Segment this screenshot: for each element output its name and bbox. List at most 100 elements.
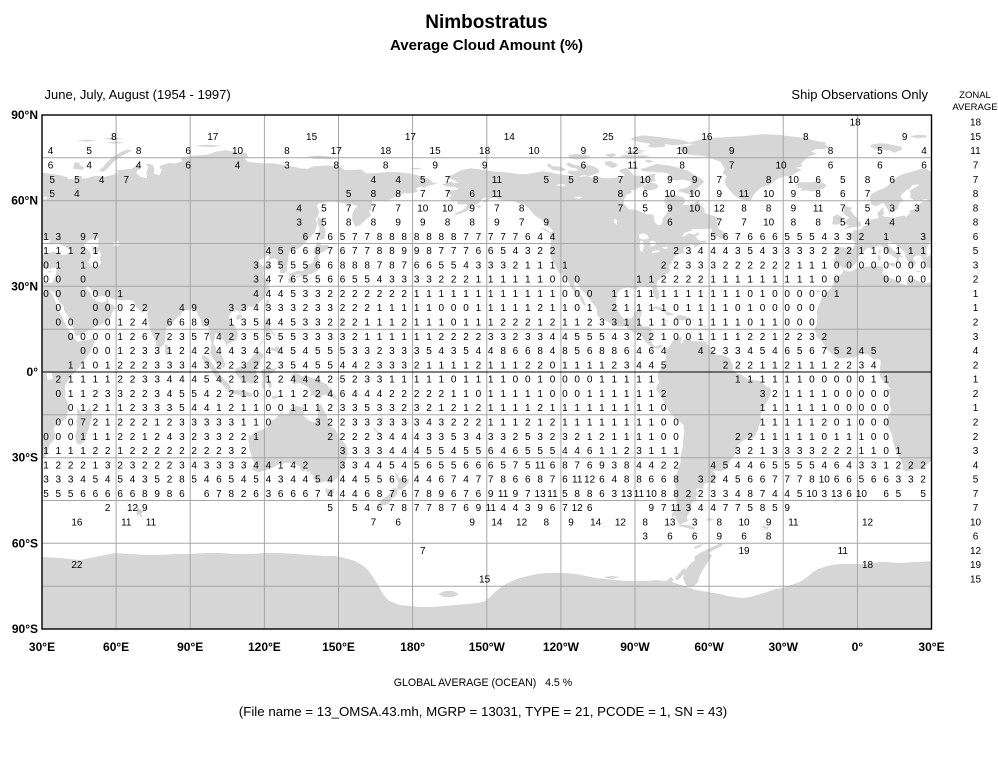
svg-text:12: 12 — [572, 503, 584, 514]
svg-text:1: 1 — [661, 446, 667, 457]
svg-text:2: 2 — [574, 432, 580, 443]
svg-text:1: 1 — [105, 418, 111, 429]
svg-text:8: 8 — [760, 503, 766, 514]
svg-text:1: 1 — [401, 332, 407, 343]
svg-text:4: 4 — [612, 475, 618, 486]
svg-text:1: 1 — [439, 289, 445, 300]
svg-text:5: 5 — [414, 460, 420, 471]
svg-text:9: 9 — [791, 189, 797, 200]
svg-text:1: 1 — [117, 289, 123, 300]
svg-text:1: 1 — [747, 375, 753, 386]
svg-text:1: 1 — [760, 403, 766, 414]
svg-text:5: 5 — [377, 475, 383, 486]
svg-text:1: 1 — [710, 332, 716, 343]
svg-text:6: 6 — [562, 475, 568, 486]
svg-text:3: 3 — [315, 289, 321, 300]
svg-text:1: 1 — [797, 375, 803, 386]
svg-text:0: 0 — [747, 289, 753, 300]
svg-text:8: 8 — [679, 161, 685, 172]
svg-text:150°E: 150°E — [322, 640, 355, 654]
svg-text:AVERAGE: AVERAGE — [952, 102, 997, 113]
svg-text:0: 0 — [809, 318, 815, 329]
svg-text:0: 0 — [784, 318, 790, 329]
svg-text:2: 2 — [797, 332, 803, 343]
svg-text:8: 8 — [346, 218, 352, 229]
svg-text:11: 11 — [813, 203, 824, 214]
svg-text:2: 2 — [476, 360, 482, 371]
svg-text:June, July, August (1954 - 199: June, July, August (1954 - 1997) — [45, 87, 231, 102]
svg-text:1: 1 — [973, 303, 979, 314]
svg-text:1: 1 — [105, 403, 111, 414]
svg-text:4: 4 — [723, 475, 729, 486]
svg-text:11: 11 — [498, 489, 509, 500]
svg-text:2: 2 — [340, 318, 346, 329]
svg-text:2: 2 — [401, 289, 407, 300]
svg-text:4: 4 — [710, 246, 716, 257]
svg-text:3: 3 — [266, 260, 272, 271]
svg-text:4: 4 — [204, 475, 210, 486]
svg-text:7: 7 — [352, 246, 358, 257]
svg-text:6: 6 — [747, 475, 753, 486]
svg-text:1: 1 — [463, 318, 469, 329]
svg-text:3: 3 — [537, 432, 543, 443]
svg-text:0: 0 — [920, 275, 926, 286]
svg-text:6: 6 — [599, 489, 605, 500]
svg-text:8: 8 — [717, 517, 723, 528]
svg-text:4: 4 — [327, 489, 333, 500]
svg-text:3: 3 — [142, 403, 148, 414]
svg-text:4: 4 — [636, 460, 642, 471]
svg-text:4: 4 — [698, 503, 704, 514]
svg-text:11: 11 — [628, 161, 639, 172]
svg-text:8: 8 — [389, 232, 395, 243]
svg-text:9: 9 — [717, 189, 723, 200]
svg-text:1: 1 — [364, 332, 370, 343]
svg-text:2: 2 — [241, 432, 247, 443]
svg-text:4: 4 — [266, 475, 272, 486]
svg-text:2: 2 — [822, 332, 828, 343]
svg-text:0: 0 — [439, 303, 445, 314]
svg-text:1: 1 — [513, 275, 519, 286]
svg-text:3: 3 — [401, 275, 407, 286]
svg-text:0: 0 — [56, 389, 62, 400]
svg-text:5: 5 — [327, 346, 333, 357]
svg-text:4: 4 — [488, 346, 494, 357]
svg-text:6: 6 — [642, 189, 648, 200]
svg-text:1: 1 — [834, 432, 840, 443]
svg-text:7: 7 — [389, 503, 395, 514]
svg-text:5: 5 — [154, 475, 160, 486]
svg-text:15: 15 — [479, 575, 491, 586]
svg-text:1: 1 — [973, 403, 979, 414]
svg-text:3: 3 — [692, 517, 698, 528]
svg-text:4: 4 — [290, 375, 296, 386]
svg-text:6: 6 — [179, 489, 185, 500]
svg-text:7: 7 — [420, 546, 426, 557]
svg-text:1: 1 — [463, 375, 469, 386]
svg-text:2: 2 — [142, 360, 148, 371]
svg-text:7: 7 — [772, 475, 778, 486]
svg-text:1: 1 — [735, 289, 741, 300]
svg-text:0: 0 — [93, 332, 99, 343]
svg-text:8: 8 — [815, 218, 821, 229]
svg-text:1: 1 — [117, 403, 123, 414]
svg-text:6: 6 — [587, 446, 593, 457]
svg-text:6: 6 — [772, 232, 778, 243]
svg-text:1: 1 — [488, 360, 494, 371]
svg-text:7: 7 — [124, 175, 130, 186]
svg-text:12: 12 — [516, 517, 528, 528]
svg-text:2: 2 — [747, 360, 753, 371]
svg-text:18: 18 — [970, 118, 982, 129]
svg-text:8: 8 — [389, 260, 395, 271]
svg-text:1: 1 — [636, 375, 642, 386]
svg-text:9: 9 — [488, 489, 494, 500]
svg-text:3: 3 — [142, 475, 148, 486]
svg-text:3: 3 — [377, 360, 383, 371]
svg-text:3: 3 — [56, 232, 62, 243]
svg-text:2: 2 — [735, 360, 741, 371]
svg-text:0: 0 — [105, 318, 111, 329]
svg-text:3: 3 — [204, 418, 210, 429]
svg-text:1: 1 — [389, 318, 395, 329]
svg-text:1: 1 — [636, 289, 642, 300]
svg-text:9: 9 — [191, 303, 197, 314]
svg-text:4: 4 — [463, 260, 469, 271]
svg-text:11: 11 — [492, 189, 503, 200]
